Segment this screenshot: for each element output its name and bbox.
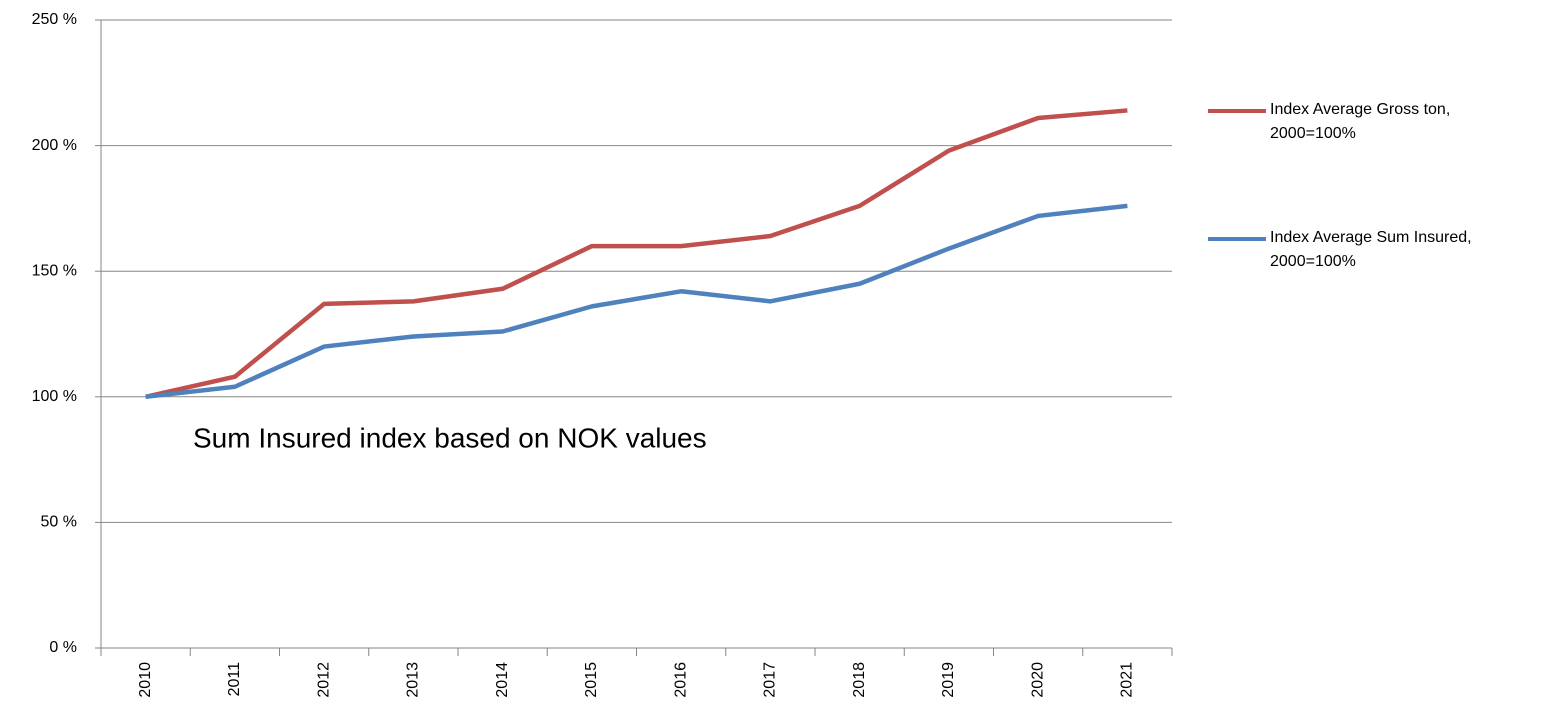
x-tick-label: 2012 [315, 662, 332, 698]
y-tick-label: 50 % [41, 514, 77, 531]
legend-item: Index Average Gross ton, 2000=100% [1208, 98, 1510, 146]
x-tick-label: 2016 [672, 662, 689, 698]
legend-swatch [1208, 109, 1266, 113]
x-tick-label: 2021 [1119, 662, 1136, 698]
annotation: Sum Insured index based on NOK values [193, 422, 707, 453]
x-tick-label: 2020 [1029, 662, 1046, 698]
x-tick-label: 2011 [226, 662, 243, 697]
series-line [145, 108, 1128, 399]
legend-label: Index Average Gross ton, 2000=100% [1270, 101, 1451, 142]
y-tick-label: 250 % [32, 11, 77, 28]
x-tick-label: 2017 [762, 662, 779, 698]
y-tick-label: 100 % [32, 388, 77, 405]
x-tick-label: 2013 [405, 662, 422, 698]
grid [95, 19, 1173, 656]
y-tick-label: 200 % [32, 137, 77, 154]
x-tick-label: 2015 [583, 662, 600, 698]
x-tick-label: 2014 [494, 662, 511, 698]
series-line [145, 203, 1128, 400]
y-tick-label: 0 % [49, 639, 77, 656]
legend-label: Index Average Sum Insured, 2000=100% [1270, 229, 1472, 270]
x-tick-label: 2010 [137, 662, 154, 698]
legend-item: Index Average Sum Insured, 2000=100% [1208, 226, 1510, 274]
x-tick-label: 2019 [940, 662, 957, 698]
legend-swatch [1208, 237, 1266, 241]
y-tick-label: 150 % [32, 262, 77, 279]
x-tick-label: 2018 [851, 662, 868, 698]
